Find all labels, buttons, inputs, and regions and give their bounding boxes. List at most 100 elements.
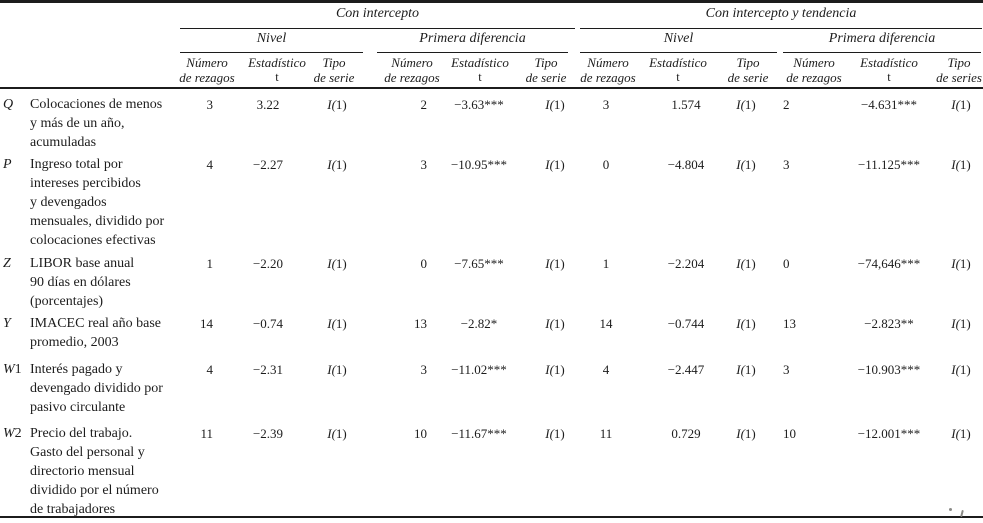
table-cell: I(1) — [736, 316, 756, 331]
group2-underline — [580, 28, 982, 29]
table-cell: 3 — [420, 157, 428, 172]
row-description: Colocaciones de menos y más de un año, a… — [30, 95, 182, 152]
table-cell: I(1) — [327, 362, 347, 377]
row-description: Precio del trabajo. Gasto del personal y… — [30, 424, 182, 519]
table-cell: −0.744 — [667, 316, 705, 331]
row-description-line: mensuales, dividido por — [30, 214, 165, 229]
row-description: Ingreso total por intereses percibidos y… — [30, 155, 182, 250]
table-cell: 3.22 — [256, 97, 280, 112]
table-cell: −2.39 — [252, 426, 284, 441]
table-cell: −4.631*** — [860, 97, 918, 112]
row-description-line: y devengados — [30, 195, 107, 210]
table-cell: −3.63*** — [454, 97, 504, 112]
table-cell: I(1) — [736, 157, 756, 172]
row-description-line: LIBOR base anual — [30, 256, 135, 271]
table-cell: −2.204 — [667, 256, 705, 271]
table-cell: I(1) — [736, 97, 756, 112]
table-cell: 0 — [602, 157, 610, 172]
table-cell: 3 — [206, 97, 214, 112]
table-cell: I(1) — [545, 426, 565, 441]
subgroup-header-nivel: Nivel — [663, 31, 694, 46]
table-cell: 3 — [783, 157, 790, 172]
row-description-line: (porcentajes) — [30, 294, 104, 309]
table-cell: −12.001*** — [857, 426, 921, 441]
row-var-label: W1 — [3, 362, 22, 377]
scan-artifact — [949, 508, 952, 511]
table-cell: 4 — [206, 362, 214, 377]
header-bottom-rule — [0, 87, 983, 89]
row-description-line: acumuladas — [30, 135, 97, 150]
table-cell: −10.903*** — [857, 362, 921, 377]
table-cell: I(1) — [545, 316, 565, 331]
subgroup-underline — [180, 52, 363, 53]
table-cell: −10.95*** — [450, 157, 508, 172]
table-cell: I(1) — [327, 426, 347, 441]
row-description: LIBOR base anual 90 días en dólares (por… — [30, 254, 182, 311]
row-description-line: Gasto del personal y — [30, 445, 145, 460]
row-var-label: W2 — [3, 426, 22, 441]
table-cell: I(1) — [736, 426, 756, 441]
table-cell: 14 — [599, 316, 613, 331]
table-cell: 0.729 — [671, 426, 701, 441]
subgroup-header-primera-diferencia: Primera diferencia — [419, 31, 526, 46]
table-cell: 0 — [783, 256, 790, 271]
group-header-con-intercepto-y-tendencia: Con intercepto y tendencia — [705, 6, 857, 21]
table-cell: I(1) — [951, 426, 971, 441]
row-description-line: IMACEC real año base — [30, 316, 162, 331]
subgroup-header-primera-diferencia: Primera diferencia — [828, 31, 936, 46]
table-cell: 1 — [206, 256, 214, 271]
row-description-line: devengado dividido por — [30, 381, 163, 396]
table-cell: I(1) — [327, 157, 347, 172]
table-cell: I(1) — [951, 316, 971, 331]
row-var-label: Q — [3, 97, 14, 112]
row-description-line: pasivo circulante — [30, 400, 126, 415]
column-header-tipo-serie: Tipo de serie — [727, 55, 769, 85]
table-cell: I(1) — [951, 97, 971, 112]
row-var-label: Y — [3, 316, 11, 331]
table-cell: −2.27 — [252, 157, 284, 172]
table-cell: −2.823** — [864, 316, 914, 331]
table-cell: I(1) — [327, 316, 347, 331]
table-cell: 13 — [783, 316, 796, 331]
column-header-numero-rezagos: Número de rezagos — [179, 55, 235, 85]
table-cell: −74,646*** — [857, 256, 921, 271]
table-cell: I(1) — [951, 362, 971, 377]
table-cell: 10 — [414, 426, 427, 441]
row-description-line: directorio mensual — [30, 464, 135, 479]
row-description-line: Ingreso total por — [30, 157, 123, 172]
column-header-tipo-serie: Tipo de serie — [313, 55, 355, 85]
table-cell: I(1) — [545, 362, 565, 377]
table-cell: I(1) — [545, 97, 565, 112]
column-header-estadistico-t: Estadístico t — [649, 55, 707, 84]
row-description: IMACEC real año base promedio, 2003 — [30, 314, 182, 352]
table-cell: −11.125*** — [857, 157, 921, 172]
row-description-line: intereses percibidos — [30, 176, 141, 191]
row-description-line: Interés pagado y — [30, 362, 123, 377]
row-var-label: Z — [3, 256, 11, 271]
table-cell: 14 — [200, 316, 213, 331]
table-cell: −4.804 — [667, 157, 705, 172]
table-cell: I(1) — [951, 256, 971, 271]
row-description-line: dividido por el número — [30, 483, 159, 498]
table-cell: 3 — [420, 362, 428, 377]
row-description-line: colocaciones efectivas — [30, 233, 156, 248]
column-header-tipo-series: Tipo de series — [936, 55, 982, 85]
table-cell: −2.20 — [252, 256, 284, 271]
table-cell: I(1) — [327, 256, 347, 271]
column-header-numero-rezagos: Número de rezagos — [384, 55, 440, 85]
table-cell: 4 — [602, 362, 610, 377]
row-description: Interés pagado y devengado dividido por … — [30, 360, 182, 417]
table-cell: 3 — [602, 97, 610, 112]
table-cell: 2 — [783, 97, 790, 112]
table-cell: −11.67*** — [451, 426, 507, 441]
subgroup-underline — [783, 52, 981, 53]
table-cell: 11 — [200, 426, 213, 441]
column-header-numero-rezagos: Número de rezagos — [786, 55, 842, 85]
subgroup-header-nivel: Nivel — [256, 31, 287, 46]
table-cell: I(1) — [736, 362, 756, 377]
table-cell: I(1) — [327, 97, 347, 112]
subgroup-underline — [580, 52, 777, 53]
table-cell: 3 — [783, 362, 790, 377]
table-cell: 0 — [420, 256, 428, 271]
